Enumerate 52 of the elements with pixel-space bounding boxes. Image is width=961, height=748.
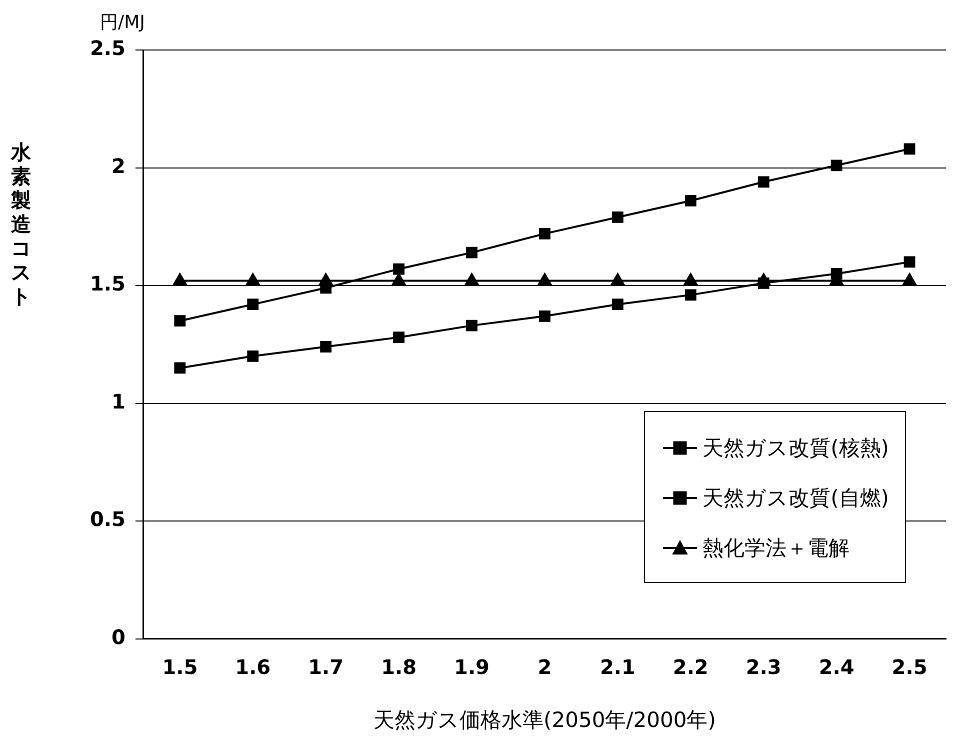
- point: [612, 212, 624, 223]
- point: [174, 315, 186, 327]
- x-tick-label: 2.1: [600, 655, 636, 680]
- point: [464, 273, 479, 286]
- point: [539, 228, 550, 240]
- x-tick-label: 1.8: [381, 655, 417, 680]
- x-tick-label: 1.9: [454, 655, 490, 680]
- point: [610, 273, 624, 286]
- point: [904, 256, 916, 268]
- point: [539, 310, 550, 322]
- x-tick-label: 2.4: [818, 655, 854, 680]
- legend-label: 天然ガス改質(自燃): [702, 485, 889, 512]
- x-tick-label: 2.3: [746, 655, 782, 680]
- point: [902, 273, 916, 286]
- legend-label: 熱化学法＋電解: [702, 535, 850, 562]
- x-tick-label: 1.7: [308, 655, 344, 680]
- point: [393, 263, 404, 275]
- legend-label: 天然ガス改質(核熱): [702, 435, 889, 462]
- x-tick-label: 2.5: [892, 655, 928, 680]
- point: [392, 273, 406, 286]
- point: [684, 289, 696, 301]
- point: [612, 298, 624, 310]
- point: [466, 246, 478, 258]
- y-tick-label: 1: [112, 389, 126, 414]
- point: [320, 341, 332, 352]
- point: [684, 273, 698, 286]
- point: [538, 273, 552, 286]
- y-tick-label: 0: [112, 625, 126, 650]
- point: [393, 332, 404, 344]
- x-tick-label: 1.5: [162, 655, 198, 680]
- x-tick-label: 1.6: [235, 655, 271, 680]
- y-tick-label: 1.5: [90, 272, 126, 296]
- x-axis-title: 天然ガス価格水準(2050年/2000年): [374, 708, 716, 732]
- point: [756, 273, 770, 286]
- point: [246, 273, 260, 286]
- point: [758, 176, 770, 188]
- point: [466, 320, 478, 332]
- point: [319, 273, 333, 286]
- point: [247, 350, 259, 362]
- y-tick-label: 2.5: [90, 36, 126, 60]
- y-tick-label: 2: [112, 154, 126, 178]
- point: [684, 195, 696, 206]
- point: [830, 160, 842, 172]
- y-axis-title: 水素製造コスト: [10, 140, 32, 308]
- x-tick-label: 2: [538, 655, 552, 680]
- text: 円/MJ: [100, 11, 145, 34]
- point: [173, 273, 187, 286]
- y-tick-label: 0.5: [90, 507, 126, 532]
- point: [904, 143, 916, 155]
- x-tick-label: 2.2: [672, 655, 708, 680]
- point: [174, 362, 186, 374]
- point: [247, 298, 259, 310]
